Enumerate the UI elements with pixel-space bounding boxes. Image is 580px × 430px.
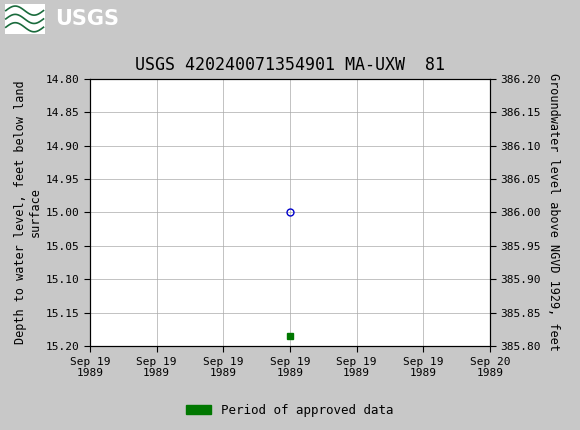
- Y-axis label: Depth to water level, feet below land
surface: Depth to water level, feet below land su…: [13, 80, 42, 344]
- Title: USGS 420240071354901 MA-UXW  81: USGS 420240071354901 MA-UXW 81: [135, 56, 445, 74]
- Text: USGS: USGS: [55, 9, 119, 29]
- Bar: [5, 4, 45, 34]
- Y-axis label: Groundwater level above NGVD 1929, feet: Groundwater level above NGVD 1929, feet: [546, 74, 560, 351]
- Legend: Period of approved data: Period of approved data: [181, 399, 399, 421]
